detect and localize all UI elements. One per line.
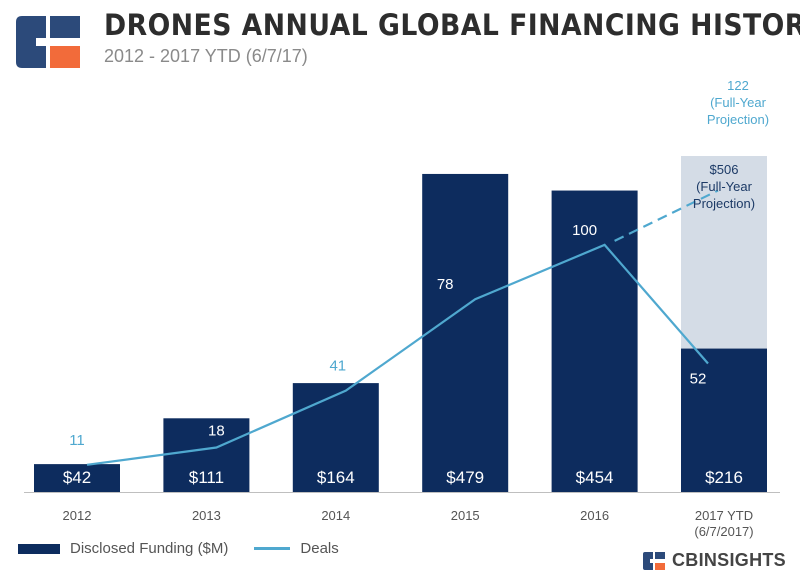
- funding-label-4: $454: [576, 468, 614, 487]
- x-tick-label-1: 2013: [192, 508, 221, 523]
- funding-bar-2: [292, 383, 379, 492]
- deals-label-4: 100: [572, 222, 597, 239]
- brand-footer: CBINSIGHTS: [642, 550, 786, 571]
- x-tick-label-2: 2014: [321, 508, 350, 523]
- x-tick-label-5: 2017 YTD (6/7/2017): [694, 508, 753, 539]
- funding-label-1: $111: [189, 468, 224, 487]
- legend-funding-label: Disclosed Funding ($M): [70, 540, 229, 557]
- legend-funding-swatch: [18, 543, 60, 554]
- chart-subtitle: 2012 - 2017 YTD (6/7/17): [104, 46, 308, 66]
- deals-projection-label: 122 (Full-Year Projection): [707, 78, 769, 127]
- deals-label-2: 41: [329, 358, 346, 375]
- funding-bar-1: [163, 418, 250, 492]
- deals-label-1: 18: [208, 423, 225, 440]
- cb-logo-icon: [12, 12, 84, 72]
- funding-bar-0: [34, 464, 120, 492]
- x-tick-label-3: 2015: [451, 508, 480, 523]
- deals-label-5: 52: [690, 370, 707, 387]
- legend-deals-swatch: [254, 547, 291, 550]
- chart-title: DRONES ANNUAL GLOBAL FINANCING HISTORY: [104, 8, 800, 42]
- funding-bar-4: [551, 190, 638, 492]
- funding-label-2: $164: [317, 468, 355, 487]
- chart-legend: Disclosed Funding ($M) Deals: [18, 540, 339, 557]
- deals-projection-line: [614, 189, 719, 242]
- brand-name: CBINSIGHTS: [671, 550, 786, 570]
- funding-projection-label: $506 (Full-Year Projection): [693, 162, 755, 211]
- funding-label-5: $216: [705, 468, 743, 487]
- deals-label-3: 78: [437, 276, 454, 293]
- x-tick-label-4: 2016: [580, 508, 609, 523]
- cb-mini-logo-icon: [642, 551, 665, 570]
- deals-line: [86, 243, 709, 466]
- funding-label-3: $479: [446, 468, 484, 487]
- x-tick-label-0: 2012: [63, 508, 92, 523]
- funding-bar-3: [422, 173, 509, 492]
- funding-bar-5: [681, 348, 767, 492]
- funding-label-0: $42: [63, 468, 91, 487]
- deals-label-0: 11: [69, 432, 85, 449]
- legend-deals-label: Deals: [300, 540, 339, 557]
